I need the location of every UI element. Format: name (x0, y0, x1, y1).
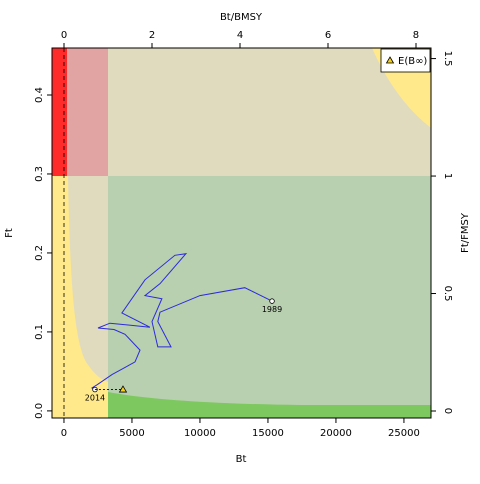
x-tick-label: 0 (61, 428, 67, 439)
y2-tick-label: 1.5 (442, 51, 453, 67)
x-tick-label: 5000 (119, 428, 144, 439)
legend-marker (385, 56, 395, 64)
y-tick-label: 0.4 (34, 87, 45, 103)
zone (108, 48, 431, 176)
x2-tick-label: 6 (325, 30, 331, 41)
x2-axis-title: Bt/BMSY (220, 12, 263, 23)
x-tick-label: 10000 (184, 428, 216, 439)
point-label: 1989 (262, 305, 282, 314)
point-label: 2014 (85, 394, 105, 403)
x-tick-label: 25000 (388, 428, 420, 439)
y-tick-label: 0.1 (34, 324, 45, 340)
zone (67, 48, 108, 176)
x2-tick-label: 0 (61, 30, 67, 41)
y2-tick-label: 0.5 (442, 286, 453, 302)
x2-tick-label: 2 (149, 30, 155, 41)
trajectory-line (91, 253, 273, 391)
x-axis-title: Bt (236, 454, 247, 465)
trajectory-point (269, 298, 275, 304)
x-tick-label: 15000 (252, 428, 284, 439)
y-tick-label: 0.2 (34, 245, 45, 261)
zone (68, 176, 108, 382)
projection-marker (118, 385, 128, 393)
y-axis-title: Ft (4, 228, 15, 238)
y2-tick-label: 1 (442, 173, 453, 179)
y2-tick-label: 0 (442, 408, 453, 414)
zone (52, 48, 67, 176)
zone (108, 392, 431, 418)
y-tick-label: 0.0 (34, 403, 45, 419)
legend-box (380, 48, 431, 73)
x2-tick-label: 4 (237, 30, 243, 41)
zone (108, 176, 431, 418)
plot-frame (51, 47, 432, 419)
x-tick-label: 20000 (320, 428, 352, 439)
y2-axis-title: Ft/FMSY (460, 212, 471, 253)
y-tick-label: 0.3 (34, 166, 45, 182)
x2-tick-label: 8 (413, 30, 419, 41)
status-zones (52, 48, 431, 418)
legend-label: E(B∞) (398, 56, 427, 67)
